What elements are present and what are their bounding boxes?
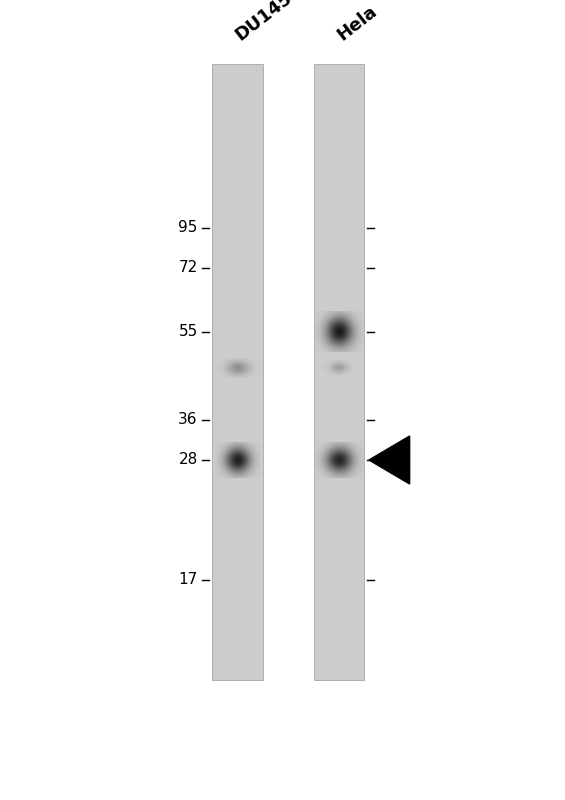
Text: 95: 95	[179, 221, 198, 235]
Text: DU145: DU145	[232, 0, 295, 44]
Polygon shape	[369, 436, 410, 484]
Text: 17: 17	[179, 573, 198, 587]
Text: 36: 36	[178, 413, 198, 427]
Text: 28: 28	[179, 453, 198, 467]
Bar	[314, 64, 364, 680]
Text: Hela: Hela	[333, 2, 380, 44]
Text: 55: 55	[179, 325, 198, 339]
Bar	[212, 64, 263, 680]
Text: 72: 72	[179, 261, 198, 275]
